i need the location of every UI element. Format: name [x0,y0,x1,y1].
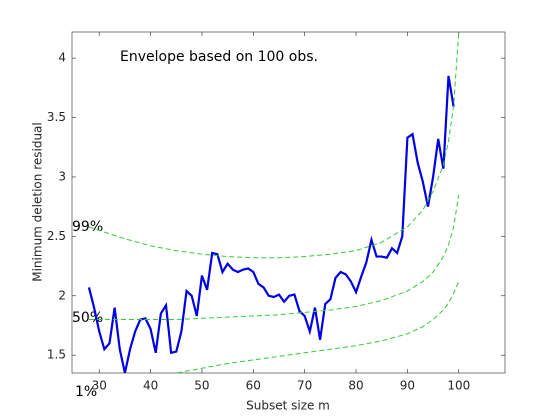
x-tick-label: 90 [400,379,415,393]
x-axis-label: Subset size m [246,399,330,413]
y-tick-label: 3 [58,169,66,183]
y-tick-label: 2 [58,288,66,302]
x-tick-label: 70 [297,379,312,393]
annotation: 99% [72,219,103,235]
x-tick-label: 30 [92,379,107,393]
series-line [88,194,460,321]
x-tick-label: 40 [143,379,158,393]
series-line [174,281,460,373]
y-axis-label: Minimum deletion residual [31,122,45,282]
x-tick-label: 60 [246,379,261,393]
annotation: 1% [75,384,97,400]
y-tick-label: 1.5 [47,348,66,362]
x-tick-label: 80 [348,379,363,393]
plot-area [71,31,506,374]
series-line [87,75,455,373]
x-tick-label: 50 [194,379,209,393]
y-tick-label: 4 [58,51,66,65]
x-tick-label: 100 [447,379,470,393]
chart-title: Envelope based on 100 obs. [120,49,318,65]
y-tick-label: 3.5 [47,110,66,124]
series-line [88,32,460,259]
y-tick-label: 2.5 [47,229,66,243]
